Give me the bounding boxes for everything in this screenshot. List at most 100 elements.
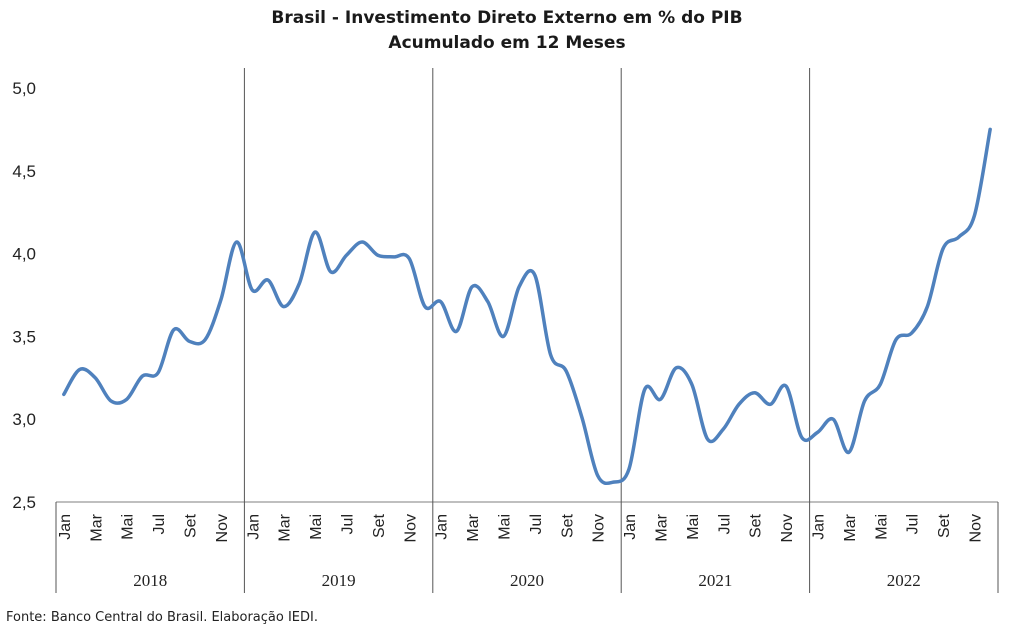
data-point [376, 253, 380, 257]
month-tick-label: Set [559, 513, 576, 538]
data-point [847, 450, 851, 454]
data-point [753, 391, 757, 395]
year-label: 2018 [133, 571, 167, 590]
month-tick-label: Jan [810, 514, 827, 540]
data-point [627, 467, 631, 471]
year-label: 2021 [698, 571, 732, 590]
month-tick-label: Mar [653, 513, 670, 541]
data-point [486, 300, 490, 304]
data-point [439, 300, 443, 304]
data-point [78, 368, 82, 372]
source-note: Fonte: Banco Central do Brasil. Elaboraç… [6, 610, 318, 625]
month-tick-label: Jan [622, 514, 639, 540]
data-point [62, 392, 66, 396]
data-point [187, 339, 191, 343]
month-tick-label: Mar [465, 513, 482, 541]
data-point [831, 417, 835, 421]
data-point [203, 338, 207, 342]
data-point [957, 235, 961, 239]
month-tick-label: Nov [402, 514, 419, 542]
series-line [62, 127, 992, 486]
data-point [423, 305, 427, 309]
data-point [690, 382, 694, 386]
month-tick-label: Jul [905, 514, 922, 534]
data-point [658, 397, 662, 401]
data-point [140, 374, 144, 378]
data-point [282, 305, 286, 309]
data-point [109, 399, 113, 403]
data-point [470, 285, 474, 289]
data-point [219, 298, 223, 302]
data-point [674, 366, 678, 370]
data-point [721, 427, 725, 431]
data-point [988, 127, 992, 131]
data-point [392, 255, 396, 259]
data-point [329, 270, 333, 274]
month-tick-label: Mar [842, 513, 859, 541]
month-tick-label: Mar [88, 513, 105, 541]
data-point [125, 397, 129, 401]
data-point [564, 369, 568, 373]
year-label: 2019 [322, 571, 356, 590]
month-tick-label: Jul [339, 514, 356, 534]
y-tick-label: 2,5 [12, 493, 36, 512]
data-point [784, 384, 788, 388]
year-label: 2020 [510, 571, 544, 590]
month-tick-label: Nov [591, 514, 608, 542]
data-point [925, 305, 929, 309]
chart-title: Brasil - Investimento Direto Externo em … [0, 6, 1014, 56]
month-tick-label: Set [936, 513, 953, 538]
y-tick-label: 3,5 [12, 327, 36, 346]
chart-subtitle: Acumulado em 12 Meses [388, 33, 626, 53]
y-tick-label: 4,0 [12, 245, 36, 264]
data-point [235, 240, 239, 244]
data-point [894, 338, 898, 342]
month-tick-label: Set [371, 513, 388, 538]
month-tick-label: Set [182, 513, 199, 538]
month-tick-label: Mai [308, 514, 325, 540]
data-point [454, 329, 458, 333]
month-tick-label: Jul [716, 514, 733, 534]
y-tick-label: 4,5 [12, 162, 36, 181]
data-point [737, 402, 741, 406]
data-point [266, 278, 270, 282]
data-point [156, 371, 160, 375]
month-tick-label: Mai [873, 514, 890, 540]
year-label: 2022 [887, 571, 921, 590]
month-tick-label: Jan [434, 514, 451, 540]
data-point [549, 353, 553, 357]
month-tick-label: Mai [685, 514, 702, 540]
month-tick-label: Jan [57, 514, 74, 540]
data-point [643, 387, 647, 391]
data-point [407, 257, 411, 261]
data-point [533, 273, 537, 277]
month-tick-label: Jan [245, 514, 262, 540]
month-tick-label: Mai [120, 514, 137, 540]
data-point [706, 437, 710, 441]
data-point [344, 253, 348, 257]
month-tick-label: Mar [277, 513, 294, 541]
chart-title-line: Brasil - Investimento Direto Externo em … [271, 8, 743, 28]
month-tick-label: Nov [967, 514, 984, 542]
data-point [297, 281, 301, 285]
data-point [768, 402, 772, 406]
data-point [517, 285, 521, 289]
y-tick-label: 3,0 [12, 410, 36, 429]
month-tick-label: Mai [496, 514, 513, 540]
month-tick-label: Set [748, 513, 765, 538]
data-point [878, 382, 882, 386]
data-point [596, 474, 600, 478]
data-point [941, 247, 945, 251]
chart-axes: 2,5 3,0 3,5 4,0 4,5 5,0 Jan Mar Mai Jul Set Nov 2018… [12, 68, 999, 593]
data-point [863, 399, 867, 403]
data-point [815, 430, 819, 434]
data-point [972, 214, 976, 218]
month-tick-label: Nov [779, 514, 796, 542]
data-point [910, 331, 914, 335]
data-point [501, 334, 505, 338]
data-point [611, 480, 615, 484]
data-point [313, 230, 317, 234]
month-tick-label: Nov [214, 514, 231, 542]
month-tick-label: Jul [151, 514, 168, 534]
